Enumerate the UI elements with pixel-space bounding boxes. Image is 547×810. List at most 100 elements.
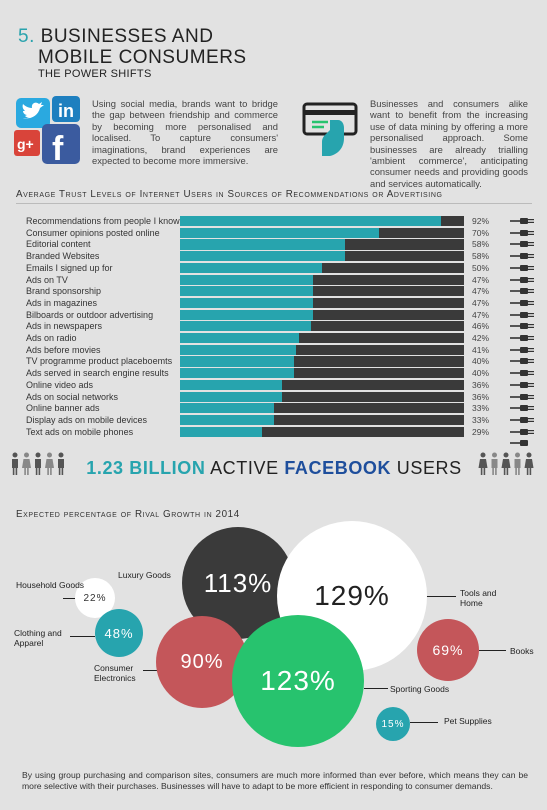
svg-text:in: in [58,101,74,121]
trust-bar-label: Ads on social networks [26,391,119,402]
trust-bar-row: Ads on social networks 36% [0,391,547,402]
trust-bar-row: Ads on TV 47% [0,274,547,285]
trust-bar [180,426,263,437]
trust-bar-label: Bilboards or outdoor advertising [26,309,154,320]
trust-bar [180,262,322,273]
trust-bar [180,274,314,285]
plug-icon [510,381,534,388]
trust-bar [180,356,294,367]
trust-bar [180,403,274,414]
trust-bar-row: Recommendations from people I know 92% [0,216,547,227]
plug-icon [510,428,534,435]
trust-bar [180,379,283,390]
page-subtitle: The Power Shifts [38,68,152,80]
growth-leader-line [479,650,506,651]
trust-bar-track [180,403,464,414]
trust-bar-value: 42% [472,333,490,343]
trust-bar-label: Ads on radio [26,333,77,343]
trust-bar [180,368,294,379]
trust-bar-row: Online video ads 36% [0,379,547,390]
trust-bar-row: TV programme product placeboemts 40% [0,356,547,367]
trust-bar-row: Emails I signed up for 50% [0,262,547,273]
growth-bubble-value: 22% [83,592,107,604]
plug-icon [510,218,534,224]
trust-bar-value: 47% [472,297,490,308]
plug-icon [510,323,534,330]
trust-bar-row: Ads on radio 42% [0,333,547,344]
trust-bar-track [180,251,464,262]
trust-bar-value: 47% [472,309,490,320]
people-icons-right [478,452,538,476]
card-swipe-icon [300,98,360,160]
trust-bar-label: Online banner ads [26,403,100,414]
trust-bar-track [180,321,464,332]
growth-bubble-value: 129% [314,580,390,611]
growth-bubble: 15% [376,707,410,741]
facebook-users-stat: 1.23 billion active Facebook users [74,458,474,479]
trust-bar [180,239,345,250]
growth-leader-line [364,688,388,689]
trust-bar [180,391,283,402]
trust-bar-row: Ads in magazines 47% [0,297,547,309]
plug-icon [510,358,534,365]
trust-bar-value: 58% [472,251,490,262]
trust-bar-value: 41% [472,344,490,355]
twitter-icon [16,98,50,128]
trust-bar-value: 47% [472,274,490,285]
trust-bar-row: Ads served in search engine results 40% [0,368,547,379]
plug-icon [510,288,534,295]
growth-bubble-value: 90% [180,650,224,673]
trust-bar-label: Ads in newspapers [26,321,103,332]
growth-bubble: 123% [232,615,364,747]
growth-bubble-value: 123% [260,665,336,696]
growth-leader-line [410,722,438,723]
trust-bar-track [180,333,464,344]
trust-bar-track [180,286,464,297]
intro-social-text: Using social media, brands want to bridg… [92,98,278,167]
trust-bar-label: TV programme product placeboemts [26,356,173,367]
trust-bar-row: Ads before movies 41% [0,344,547,355]
trust-bar-row: Ads in newspapers 46% [0,321,547,332]
plug-icon [510,241,534,248]
trust-bar-value: 46% [472,321,490,332]
trust-divider [16,203,532,204]
trust-bar-label: Display ads on mobile devices [26,414,148,425]
trust-bar-track [180,426,464,437]
linkedin-icon: in [52,96,80,122]
trust-bar [180,309,314,320]
trust-bar [180,414,274,426]
growth-leader-line [63,598,75,599]
growth-bubble: 69% [417,619,479,681]
svg-text:f: f [52,130,64,166]
trust-bar-label: Consumer opinions posted online [26,227,160,238]
trust-bar-label: Online video ads [26,379,94,390]
trust-bar-row: Online banner ads 33% [0,403,547,414]
trust-bar-track [180,344,464,355]
trust-bar-chart: Recommendations from people I know 92% Con… [0,216,547,447]
trust-bar-value: 50% [472,262,490,273]
plug-icon [510,405,534,412]
plug-icon [510,229,534,236]
trust-bar-label: Editorial content [26,239,91,250]
title-line-1: Businesses and [40,26,214,47]
trust-bar-track [180,368,464,379]
plug-icon [510,393,534,400]
trust-bar [180,297,314,309]
page-title: 5. Businesses and Mobile Consumers [18,26,247,68]
plug-icon [510,440,528,447]
trust-bar [180,333,300,344]
social-media-icons: in g+ f [14,94,82,168]
facebook-active-word: active [210,458,279,478]
trust-bar-row: Text ads on mobile phones 29% [0,426,547,437]
trust-bar-label: Ads on TV [26,274,68,285]
google-plus-icon: g+ [14,130,40,156]
trust-bar [180,286,314,297]
trust-bar-row: Display ads on mobile devices 33% [0,414,547,426]
section-number: 5. [18,26,35,47]
plug-icon [510,346,534,353]
intro-commerce-text: Businesses and consumers alike want to b… [370,98,528,189]
footer-text: By using group purchasing and comparison… [22,770,528,791]
trust-bar-label: Ads served in search engine results [26,368,169,379]
plug-icon [510,276,534,283]
trust-bar-row: Branded Websites 58% [0,251,547,262]
